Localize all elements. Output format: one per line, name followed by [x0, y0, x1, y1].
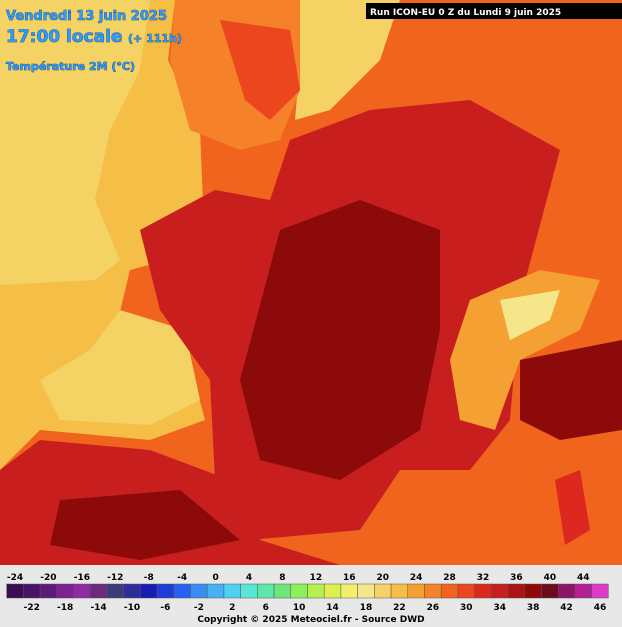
uk-core	[220, 20, 300, 120]
legend-swatch	[591, 583, 609, 599]
legend-label: 46	[594, 603, 607, 613]
legend-label: 34	[493, 603, 506, 613]
legend-swatch	[290, 583, 308, 599]
map	[0, 0, 622, 565]
legend-label: -24	[7, 573, 23, 583]
legend-label: 36	[510, 573, 523, 583]
legend-swatch	[340, 583, 358, 599]
corsica	[555, 470, 590, 545]
legend-label: 24	[410, 573, 423, 583]
legend-swatch	[491, 583, 509, 599]
legend-swatch	[257, 583, 275, 599]
sea-cool	[0, 0, 150, 285]
legend-swatch	[524, 583, 542, 599]
legend-label: 26	[427, 603, 440, 613]
legend-swatch	[440, 583, 459, 599]
legend-label: 8	[279, 573, 285, 583]
legend-swatch	[123, 583, 141, 599]
time: 17:00 locale	[6, 27, 122, 47]
legend-label: 2	[229, 603, 235, 613]
legend-label: -4	[177, 573, 187, 583]
legend-label: 0	[212, 573, 218, 583]
legend-label: -2	[194, 603, 204, 613]
legend-swatch	[156, 583, 175, 599]
legend-label: 18	[360, 603, 373, 613]
legend-swatch	[190, 583, 208, 599]
legend-swatch	[89, 583, 108, 599]
copyright: Copyright © 2025 Meteociel.fr - Source D…	[197, 615, 424, 625]
legend-swatch	[557, 583, 576, 599]
legend-label: 42	[560, 603, 573, 613]
legend-label: 14	[326, 603, 339, 613]
legend-label: 32	[477, 573, 490, 583]
legend-label: 28	[443, 573, 456, 583]
legend-swatch	[106, 583, 124, 599]
sea-cool	[40, 310, 200, 425]
run-box	[366, 3, 622, 19]
legend-label: -18	[57, 603, 73, 613]
legend-swatch	[23, 583, 41, 599]
france-hot	[240, 200, 440, 480]
legend-swatch	[73, 583, 91, 599]
legend-swatch	[6, 583, 24, 599]
legend-swatch	[307, 583, 325, 599]
lead-time: (+ 111h)	[128, 32, 182, 45]
legend-swatch	[173, 583, 191, 599]
legend: -24 -20 -16 -12 -8 -4 0 4 8 12 16 20 24 28 32 36 40 44-22…	[6, 573, 609, 613]
legend-label: 30	[460, 603, 473, 613]
legend-swatch	[206, 583, 225, 599]
alps-peak	[500, 290, 560, 340]
legend-label: -6	[160, 603, 170, 613]
variable: Température 2M (°C)	[6, 60, 135, 73]
legend-swatch	[39, 583, 58, 599]
legend-swatch	[474, 583, 492, 599]
legend-label: -22	[24, 603, 40, 613]
legend-label: -8	[144, 573, 154, 583]
legend-label: -12	[107, 573, 123, 583]
legend-swatch	[407, 583, 425, 599]
legend-label: 4	[246, 573, 252, 583]
legend-swatch	[357, 583, 375, 599]
legend-label: 20	[376, 573, 389, 583]
legend-swatch	[507, 583, 526, 599]
legend-swatch	[140, 583, 158, 599]
legend-swatch	[56, 583, 74, 599]
legend-label: 10	[293, 603, 306, 613]
legend-label: 6	[263, 603, 269, 613]
legend-label: -14	[90, 603, 106, 613]
legend-swatch	[457, 583, 475, 599]
legend-label: 44	[577, 573, 590, 583]
legend-swatch	[424, 583, 442, 599]
legend-label: 22	[393, 603, 406, 613]
legend-swatch	[273, 583, 292, 599]
legend-swatch	[223, 583, 241, 599]
legend-label: -16	[74, 573, 90, 583]
date: Vendredi 13 juin 2025	[6, 9, 167, 24]
legend-swatch	[323, 583, 342, 599]
legend-label: 38	[527, 603, 540, 613]
legend-label: -20	[40, 573, 56, 583]
legend-swatch	[574, 583, 592, 599]
legend-label: 12	[310, 573, 323, 583]
spain-hot	[50, 490, 240, 560]
legend-label: 16	[343, 573, 356, 583]
alps	[450, 270, 600, 430]
legend-swatch	[240, 583, 258, 599]
legend-label: -10	[124, 603, 140, 613]
po-valley	[520, 340, 622, 440]
north-sea	[290, 0, 400, 120]
legend-swatch	[374, 583, 392, 599]
legend-swatch	[541, 583, 559, 599]
run-info: Run ICON-EU 0 Z du Lundi 9 juin 2025	[370, 8, 561, 18]
legend-swatch	[390, 583, 409, 599]
legend-label: 40	[544, 573, 557, 583]
